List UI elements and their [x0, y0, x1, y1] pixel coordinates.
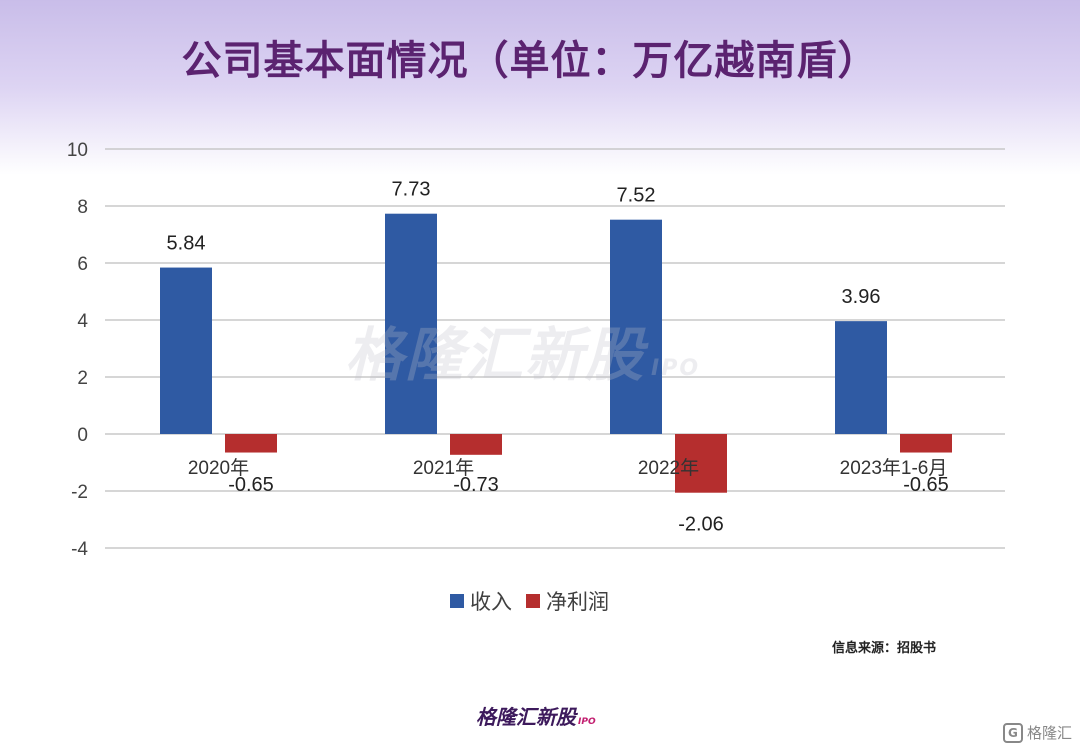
- data-label-revenue: 7.73: [392, 179, 431, 201]
- source-note: 信息来源：招股书: [832, 641, 937, 656]
- corner-brand-text: 格隆汇: [1026, 724, 1072, 742]
- y-tick-label: 2: [77, 368, 88, 389]
- legend-item-revenue: 收入: [450, 586, 512, 616]
- header-banner: [0, 0, 1080, 175]
- legend-swatch-revenue: [450, 594, 464, 608]
- x-tick-label: 2023年1-6月: [840, 457, 948, 479]
- bar-net-profit: [450, 434, 502, 455]
- data-labels: 5.84 -0.65 7.73 -0.73 7.52 -2.06 3.96 -0.65: [167, 179, 949, 536]
- data-label-net-profit: -0.65: [228, 474, 274, 496]
- bar-revenue: [385, 213, 437, 434]
- legend-item-net-profit: 净利润: [526, 586, 609, 616]
- corner-brand: G 格隆汇: [1002, 722, 1072, 743]
- data-label-net-profit: -0.65: [903, 474, 949, 496]
- brand-logo: 格隆汇新股 IPO: [476, 705, 596, 729]
- data-label-revenue: 3.96: [842, 286, 881, 308]
- bars: [160, 213, 952, 493]
- y-tick-label: 0: [77, 425, 88, 446]
- x-tick-labels: 2020年 2021年 2022年 2023年1-6月: [188, 457, 948, 479]
- y-tick-label: 4: [77, 311, 88, 332]
- x-tick-label: 2022年: [638, 457, 699, 479]
- legend-label-net-profit: 净利润: [546, 590, 609, 614]
- legend-label-revenue: 收入: [470, 590, 512, 614]
- y-tick-label: 6: [77, 254, 88, 275]
- y-tick-label: -4: [71, 539, 88, 560]
- data-label-net-profit: -2.06: [678, 514, 724, 536]
- x-tick-label: 2020年: [188, 457, 249, 479]
- data-label-net-profit: -0.73: [453, 474, 499, 496]
- page-title: 公司基本面情况（单位：万亿越南盾）: [181, 37, 879, 84]
- brand-g-icon: G: [1002, 722, 1023, 743]
- bar-net-profit: [675, 434, 727, 493]
- x-tick-label: 2021年: [413, 457, 474, 479]
- data-label-revenue: 5.84: [167, 233, 206, 255]
- y-tick-labels: 10 8 6 4 2 0 -2 -4: [67, 140, 89, 560]
- bar-revenue: [160, 267, 212, 434]
- y-tick-label: -2: [71, 482, 88, 503]
- y-tick-label: 8: [77, 197, 88, 218]
- bar-revenue: [610, 219, 662, 434]
- bar-revenue: [835, 321, 887, 434]
- legend-swatch-net-profit: [526, 594, 540, 608]
- y-tick-label: 10: [67, 140, 88, 161]
- bar-net-profit: [900, 434, 952, 453]
- bar-net-profit: [225, 434, 277, 453]
- data-label-revenue: 7.52: [617, 185, 656, 207]
- legend: 收入 净利润: [450, 587, 623, 615]
